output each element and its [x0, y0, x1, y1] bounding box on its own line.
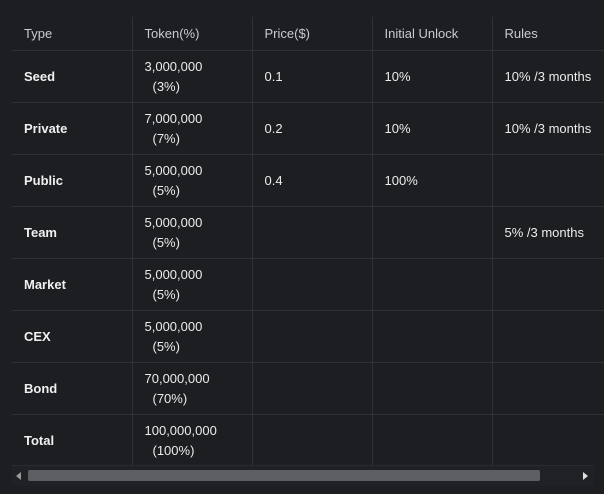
token-amount: 5,000,000 [144, 162, 203, 178]
token-percent: (3%) [152, 78, 180, 94]
scrollbar-thumb[interactable] [28, 470, 540, 481]
table-row: Bond 70,000,000 (70%) [12, 362, 604, 415]
cell-initial-unlock [372, 362, 493, 415]
cell-token: 5,000,000 (5%) [132, 258, 253, 311]
cell-token: 70,000,000 (70%) [132, 362, 253, 415]
cell-token: 5,000,000 (5%) [132, 154, 253, 207]
cell-price [252, 206, 373, 259]
cell-rules [492, 310, 604, 363]
token-percent: (7%) [152, 130, 180, 146]
cell-token: 5,000,000 (5%) [132, 310, 253, 363]
cell-price: 0.2 [252, 102, 373, 155]
header-initial-unlock: Initial Unlock [372, 17, 493, 51]
cell-type: Team [12, 206, 133, 259]
header-token: Token(%) [132, 17, 253, 51]
cell-initial-unlock: 10% [372, 50, 493, 103]
header-row: Type Token(%) Price($) Initial Unlock Ru… [12, 17, 604, 51]
cell-token: 100,000,000 (100%) [132, 414, 253, 465]
token-percent: (100%) [152, 442, 195, 458]
cell-token: 7,000,000 (7%) [132, 102, 253, 155]
table-header: Type Token(%) Price($) Initial Unlock Ru… [12, 17, 604, 51]
cell-type: Seed [12, 50, 133, 103]
tokenomics-table: Type Token(%) Price($) Initial Unlock Ru… [12, 17, 604, 465]
table-row: Private 7,000,000 (7%) 0.2 10% 10% /3 mon… [12, 102, 604, 155]
cell-type: Public [12, 154, 133, 207]
tokenomics-table-container: Type Token(%) Price($) Initial Unlock Ru… [12, 17, 604, 465]
cell-price [252, 362, 373, 415]
token-percent: (5%) [152, 234, 180, 250]
token-amount: 70,000,000 [144, 370, 210, 386]
horizontal-scrollbar[interactable] [12, 465, 594, 486]
table-row: CEX 5,000,000 (5%) [12, 310, 604, 363]
table-row: Market 5,000,000 (5%) [12, 258, 604, 311]
token-percent: (5%) [152, 182, 180, 198]
cell-price [252, 414, 373, 465]
cell-rules [492, 258, 604, 311]
header-type: Type [12, 17, 133, 51]
cell-type: Private [12, 102, 133, 155]
cell-type: Market [12, 258, 133, 311]
cell-initial-unlock [372, 258, 493, 311]
token-amount: 100,000,000 [144, 422, 217, 438]
token-percent: (5%) [152, 338, 180, 354]
token-amount: 3,000,000 [144, 58, 203, 74]
cell-type: CEX [12, 310, 133, 363]
cell-initial-unlock: 10% [372, 102, 493, 155]
table-row: Team 5,000,000 (5%) 5% /3 months [12, 206, 604, 259]
cell-price [252, 310, 373, 363]
table-row: Seed 3,000,000 (3%) 0.1 10% 10% /3 months [12, 50, 604, 103]
cell-price: 0.1 [252, 50, 373, 103]
cell-rules [492, 362, 604, 415]
header-rules: Rules [492, 17, 604, 51]
cell-price: 0.4 [252, 154, 373, 207]
table-row: Public 5,000,000 (5%) 0.4 100% [12, 154, 604, 207]
table-row: Total 100,000,000 (100%) [12, 414, 604, 466]
header-price: Price($) [252, 17, 373, 51]
cell-token: 5,000,000 (5%) [132, 206, 253, 259]
cell-initial-unlock: 100% [372, 154, 493, 207]
cell-type: Bond [12, 362, 133, 415]
cell-initial-unlock [372, 310, 493, 363]
token-amount: 5,000,000 [144, 214, 203, 230]
token-amount: 7,000,000 [144, 110, 203, 126]
token-amount: 5,000,000 [144, 266, 203, 282]
token-amount: 5,000,000 [144, 318, 203, 334]
cell-token: 3,000,000 (3%) [132, 50, 253, 103]
token-percent: (70%) [152, 390, 188, 406]
cell-rules [492, 154, 604, 207]
cell-rules: 10% /3 months [492, 50, 604, 103]
cell-initial-unlock [372, 414, 493, 465]
table-body: Seed 3,000,000 (3%) 0.1 10% 10% /3 months… [12, 50, 604, 466]
cell-type: Total [12, 414, 133, 465]
arrow-left-icon[interactable] [16, 472, 21, 480]
cell-rules [492, 415, 604, 466]
cell-price [252, 258, 373, 311]
cell-rules: 5% /3 months [492, 206, 604, 259]
cell-rules: 10% /3 months [492, 102, 604, 155]
token-percent: (5%) [152, 286, 180, 302]
cell-initial-unlock [372, 206, 493, 259]
arrow-right-icon[interactable] [583, 472, 588, 480]
